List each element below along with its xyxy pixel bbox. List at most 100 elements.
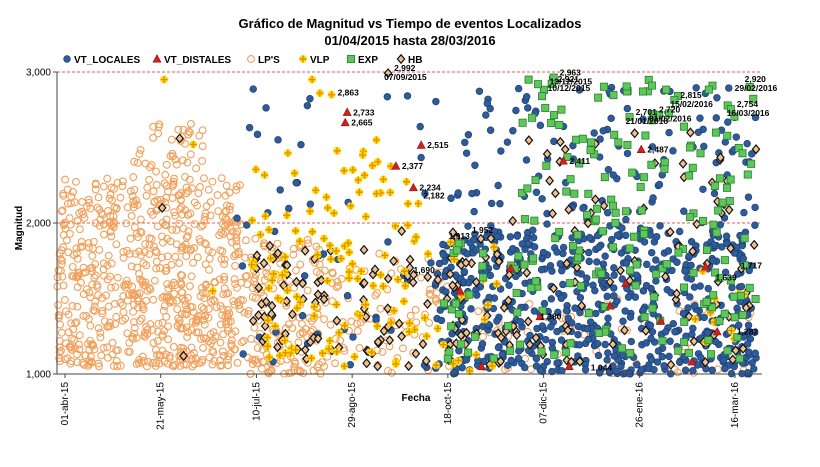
data-point — [604, 165, 613, 174]
data-point — [200, 216, 209, 225]
data-point — [292, 179, 300, 187]
data-point — [585, 233, 594, 242]
data-point — [518, 240, 526, 248]
marker-shape — [610, 292, 618, 300]
marker-shape — [72, 318, 81, 327]
data-point — [715, 174, 724, 183]
marker-shape — [169, 342, 178, 351]
data-point — [332, 347, 341, 356]
marker-shape — [439, 251, 448, 259]
marker-shape — [245, 123, 254, 132]
marker-shape — [231, 250, 240, 259]
data-point — [496, 285, 505, 293]
data-point — [554, 308, 562, 317]
marker-shape — [712, 228, 721, 237]
legend-marker — [346, 55, 355, 64]
data-point — [722, 232, 731, 240]
data-point — [178, 310, 186, 319]
data-point — [439, 240, 447, 249]
data-point — [123, 203, 132, 212]
data-point — [627, 337, 635, 346]
data-point — [178, 294, 187, 303]
marker-shape — [447, 194, 455, 202]
marker-shape — [546, 314, 555, 322]
marker-shape — [249, 85, 257, 93]
marker-shape — [273, 239, 282, 248]
marker-shape — [57, 207, 66, 216]
marker-shape — [169, 177, 178, 186]
marker-shape — [584, 335, 592, 344]
marker-shape — [241, 253, 250, 262]
data-point — [233, 283, 241, 292]
marker-shape — [650, 292, 659, 301]
data-point — [522, 156, 531, 164]
marker-shape — [172, 160, 181, 169]
data-point — [106, 190, 115, 199]
data-point — [355, 188, 364, 197]
data-point — [75, 340, 84, 349]
data-point — [130, 157, 139, 166]
data-point — [426, 285, 435, 294]
data-point — [652, 277, 660, 285]
data-point — [493, 317, 501, 325]
data-point — [233, 227, 242, 236]
data-point — [595, 369, 604, 377]
data-point — [247, 260, 256, 269]
marker-shape — [116, 193, 125, 202]
marker-shape — [177, 288, 186, 297]
marker-shape — [253, 130, 262, 139]
marker-shape — [558, 267, 566, 275]
data-point — [207, 297, 216, 306]
marker-shape — [215, 275, 224, 284]
data-point — [177, 195, 185, 204]
data-point — [128, 332, 137, 341]
data-point — [712, 114, 720, 122]
marker-shape — [738, 311, 747, 320]
chart-title-line1: Gráfico de Magnitud vs Tiempo de eventos… — [239, 16, 582, 31]
data-point — [472, 350, 481, 359]
marker-shape — [196, 237, 205, 246]
marker-shape — [181, 301, 190, 310]
marker-shape — [126, 234, 135, 243]
data-point — [99, 182, 108, 191]
data-point — [479, 249, 488, 258]
data-point — [158, 238, 167, 247]
marker-shape — [82, 202, 91, 211]
data-point — [168, 182, 177, 190]
marker-shape — [129, 173, 138, 182]
data-point — [145, 175, 154, 184]
data-point — [120, 281, 128, 290]
marker-shape — [426, 285, 435, 294]
marker-shape — [539, 248, 548, 257]
marker-shape — [253, 344, 262, 352]
marker-shape — [182, 183, 191, 192]
marker-shape — [622, 215, 630, 224]
data-point — [376, 271, 385, 279]
marker-shape — [183, 232, 192, 241]
data-point — [532, 362, 541, 370]
marker-shape — [204, 185, 213, 194]
data-point — [102, 291, 111, 300]
data-point — [475, 87, 484, 95]
data-point — [183, 232, 192, 241]
marker-shape — [102, 291, 111, 300]
data-point — [468, 189, 476, 198]
data-point — [591, 286, 599, 295]
data-point — [116, 361, 125, 370]
marker-shape — [220, 275, 229, 284]
data-point — [340, 362, 349, 371]
marker-shape — [188, 317, 197, 326]
marker-shape — [62, 307, 70, 316]
data-point — [307, 354, 316, 363]
marker-shape — [186, 119, 195, 128]
data-point — [256, 230, 265, 239]
marker-shape — [598, 227, 607, 236]
marker-shape — [220, 272, 229, 281]
marker-shape — [472, 246, 480, 254]
data-point — [730, 313, 739, 322]
marker-shape — [139, 305, 148, 314]
marker-shape — [134, 233, 142, 242]
marker-shape — [680, 122, 689, 131]
data-point — [75, 268, 83, 277]
marker-shape — [680, 317, 689, 326]
